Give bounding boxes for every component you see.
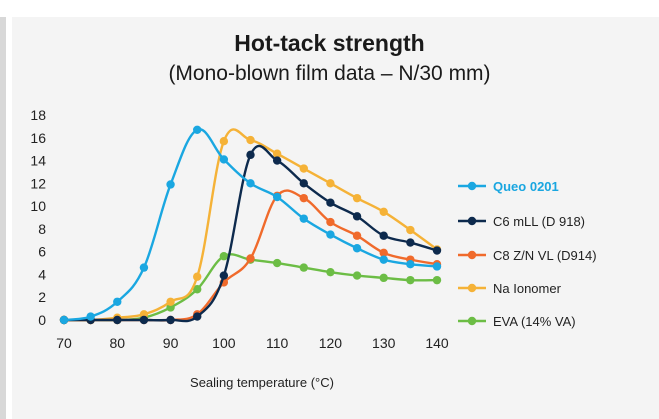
data-point [272,149,282,158]
legend-entry: C8 Z/N VL (D914) [493,248,597,263]
y-tick-label: 18 [30,107,46,123]
y-tick-label: 8 [38,221,46,237]
data-point [246,254,255,263]
y-tick-label: 6 [38,244,46,260]
data-point [246,150,255,160]
y-tick-label: 0 [38,312,46,328]
data-point [219,271,229,280]
data-point [352,212,362,221]
y-tick-label: 12 [30,175,46,191]
left-accent-bar [0,17,6,419]
data-point [379,248,388,258]
legend-entry: C6 mLL (D 918) [493,214,585,229]
data-point [59,315,69,325]
legend-entry: Queo 0201 [493,179,559,194]
data-point [432,246,442,255]
y-tick-label: 2 [38,289,46,305]
data-point [432,275,442,285]
data-point [166,297,175,306]
legend-swatch-marker [467,316,477,326]
x-tick-label: 80 [109,335,125,351]
x-tick-label: 140 [425,335,449,351]
x-tick-label: 70 [56,335,72,351]
data-point [166,180,175,189]
data-point [299,179,308,188]
data-point [139,263,149,272]
data-point [406,259,415,269]
data-point [193,125,202,135]
data-point [406,238,415,247]
y-tick-label: 4 [38,266,46,282]
data-point [326,267,335,277]
data-point [166,315,175,325]
data-point [193,285,202,294]
data-point [219,136,229,146]
series-line [63,145,438,323]
data-point [352,231,362,240]
legend-swatch-marker [467,181,477,191]
data-point [379,273,388,283]
data-point [326,230,335,239]
legend-swatch-marker [467,283,477,293]
chart-panel [12,17,659,419]
data-point [299,164,308,173]
data-point [352,193,362,203]
chart-subtitle: (Mono-blown film data – N/30 mm) [168,62,491,85]
series-line [63,253,438,322]
y-tick-label: 10 [30,198,46,214]
legend-entry: Na Ionomer [493,281,562,296]
data-point [379,231,388,240]
data-point [113,297,122,306]
data-point [246,179,255,188]
data-point [432,262,442,271]
data-point [299,214,308,223]
data-point [326,179,335,188]
y-tick-label: 16 [30,130,46,146]
legend-swatch-marker [467,250,477,260]
data-point [326,198,335,207]
data-point [219,155,229,164]
y-tick-label: 14 [30,153,46,169]
data-point [86,312,95,321]
data-point [379,207,388,217]
data-point [379,255,388,264]
x-tick-label: 90 [163,335,179,351]
data-point [299,193,308,203]
data-point [193,312,202,321]
data-point [299,263,308,272]
legend-entry: EVA (14% VA) [493,314,576,329]
data-point [352,244,362,253]
legend-swatch-marker [467,216,477,226]
data-point [246,135,255,145]
data-point [272,258,282,268]
data-point [352,271,362,280]
data-point [193,272,202,281]
data-point [406,225,415,235]
data-point [219,252,229,261]
x-tick-label: 110 [266,335,289,351]
x-tick-label: 120 [319,335,343,351]
data-point [139,315,149,325]
x-tick-label: 130 [372,335,396,351]
data-point [326,217,335,227]
data-point [272,156,282,165]
data-point [406,275,415,285]
data-point [113,315,122,325]
chart-title: Hot-tack strength [234,30,425,56]
x-tick-label: 100 [212,335,236,351]
data-point [272,192,282,202]
x-axis-label: Sealing temperature (°C) [190,375,334,390]
